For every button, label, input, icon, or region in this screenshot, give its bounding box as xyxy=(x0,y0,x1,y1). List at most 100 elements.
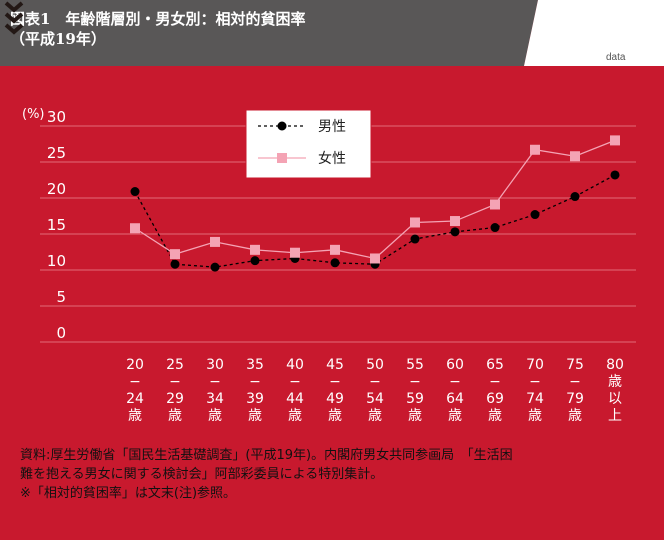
x-tick-part: 75 xyxy=(566,357,584,373)
data-point xyxy=(370,253,380,264)
x-tick-part: − xyxy=(369,374,381,390)
x-tick-part: 歳 xyxy=(328,408,342,424)
x-tick-part: 70 xyxy=(526,357,544,373)
x-tick-part: 44 xyxy=(286,391,304,407)
x-tick-part: 64 xyxy=(446,391,464,407)
y-tick-label-15: 15 xyxy=(47,216,66,234)
source-line-2: 難を抱える男女に関する検討会」阿部彩委員による特別集計。 xyxy=(20,467,384,482)
figure-title: 図表1 年齢階層別・男女別：相対的貧困率 （平成19年） xyxy=(10,9,305,49)
x-tick-part: 40 xyxy=(286,357,304,373)
x-tick-part: 74 xyxy=(526,391,544,407)
x-axis-ticks: 20−24歳25−29歳30−34歳35−39歳40−44歳45−49歳50−5… xyxy=(126,357,624,424)
x-tick-part: 69 xyxy=(486,391,504,407)
x-tick-part: 以 xyxy=(608,391,622,407)
x-tick-part: 59 xyxy=(406,391,424,407)
data-point xyxy=(610,170,620,180)
data-point xyxy=(130,223,140,234)
x-tick-part: − xyxy=(209,374,221,390)
data-point xyxy=(450,216,460,227)
x-tick-part: − xyxy=(249,374,261,390)
x-tick-part: − xyxy=(169,374,181,390)
x-tick-part: 歳 xyxy=(288,408,302,424)
x-tick-part: 25 xyxy=(166,357,184,373)
x-tick-part: − xyxy=(569,374,581,390)
x-tick-part: 39 xyxy=(246,391,264,407)
data-link[interactable]: data xyxy=(606,52,626,63)
x-tick-part: 54 xyxy=(366,391,384,407)
x-tick-part: 歳 xyxy=(368,408,382,424)
data-point xyxy=(490,199,500,210)
data-point xyxy=(210,236,220,247)
x-tick-label-9: 65−69歳 xyxy=(486,357,504,424)
x-tick-label-3: 35−39歳 xyxy=(246,357,264,424)
x-tick-label-5: 45−49歳 xyxy=(326,357,344,424)
x-tick-part: 55 xyxy=(406,357,424,373)
x-tick-part: 24 xyxy=(126,391,144,407)
data-point xyxy=(250,256,260,266)
x-tick-part: 29 xyxy=(166,391,184,407)
x-tick-part: 80 xyxy=(606,357,624,373)
legend: 男性 女性 xyxy=(245,109,372,179)
data-point xyxy=(170,249,180,260)
x-tick-part: 20 xyxy=(126,357,144,373)
x-tick-part: 歳 xyxy=(568,408,582,424)
data-point xyxy=(410,217,420,228)
x-tick-part: 49 xyxy=(326,391,344,407)
data-point xyxy=(490,223,500,233)
data-point xyxy=(450,227,460,237)
x-tick-part: 65 xyxy=(486,357,504,373)
x-tick-part: 35 xyxy=(246,357,264,373)
series-lines xyxy=(130,135,620,272)
y-tick-label-30: 30 xyxy=(47,108,66,126)
x-tick-part: − xyxy=(529,374,541,390)
x-tick-part: 歳 xyxy=(168,408,182,424)
y-tick-label-0: 0 xyxy=(56,324,66,342)
x-tick-part: − xyxy=(129,374,141,390)
x-tick-label-8: 60−64歳 xyxy=(446,357,464,424)
series-line-1 xyxy=(134,139,616,260)
x-tick-part: 50 xyxy=(366,357,384,373)
x-tick-part: − xyxy=(409,374,421,390)
triple-chevron-down-icon[interactable] xyxy=(0,0,28,36)
data-point xyxy=(530,210,540,220)
x-tick-label-10: 70−74歳 xyxy=(526,357,544,424)
x-tick-part: − xyxy=(289,374,301,390)
y-tick-label-20: 20 xyxy=(47,180,66,198)
x-tick-part: 30 xyxy=(206,357,224,373)
source-line-1: 資料:厚生労働省「国民生活基礎調査」(平成19年)。内閣府男女共同参画局 「生活… xyxy=(20,448,513,463)
y-tick-label-25: 25 xyxy=(47,144,66,162)
x-tick-part: − xyxy=(449,374,461,390)
x-tick-part: 45 xyxy=(326,357,344,373)
data-point xyxy=(130,187,140,197)
footnote: ※「相対的貧困率」は文末(注)参照。 xyxy=(20,486,237,501)
x-tick-label-6: 50−54歳 xyxy=(366,357,384,424)
y-tick-label-5: 5 xyxy=(56,288,66,306)
legend-box xyxy=(245,109,372,179)
data-point xyxy=(570,192,580,202)
data-point xyxy=(250,244,260,255)
data-point xyxy=(410,234,420,244)
data-point xyxy=(570,151,580,162)
x-tick-part: 34 xyxy=(206,391,224,407)
x-tick-part: − xyxy=(329,374,341,390)
legend-male-label: 男性 xyxy=(318,119,346,135)
x-tick-part: 歳 xyxy=(608,374,622,390)
y-axis-ticks: 0 5 10 15 20 25 30 xyxy=(47,108,66,342)
x-tick-part: 歳 xyxy=(248,408,262,424)
data-point xyxy=(290,247,300,258)
series-line-0 xyxy=(134,174,616,268)
x-tick-part: 歳 xyxy=(488,408,502,424)
x-tick-part: 歳 xyxy=(448,408,462,424)
x-tick-label-7: 55−59歳 xyxy=(406,357,424,424)
x-tick-part: 上 xyxy=(608,408,622,424)
x-tick-part: 60 xyxy=(446,357,464,373)
y-tick-label-10: 10 xyxy=(47,252,66,270)
x-tick-part: 歳 xyxy=(128,408,142,424)
x-tick-part: 歳 xyxy=(528,408,542,424)
legend-female-marker xyxy=(277,153,287,163)
data-point xyxy=(330,244,340,255)
y-axis-label: (%) xyxy=(22,107,45,122)
